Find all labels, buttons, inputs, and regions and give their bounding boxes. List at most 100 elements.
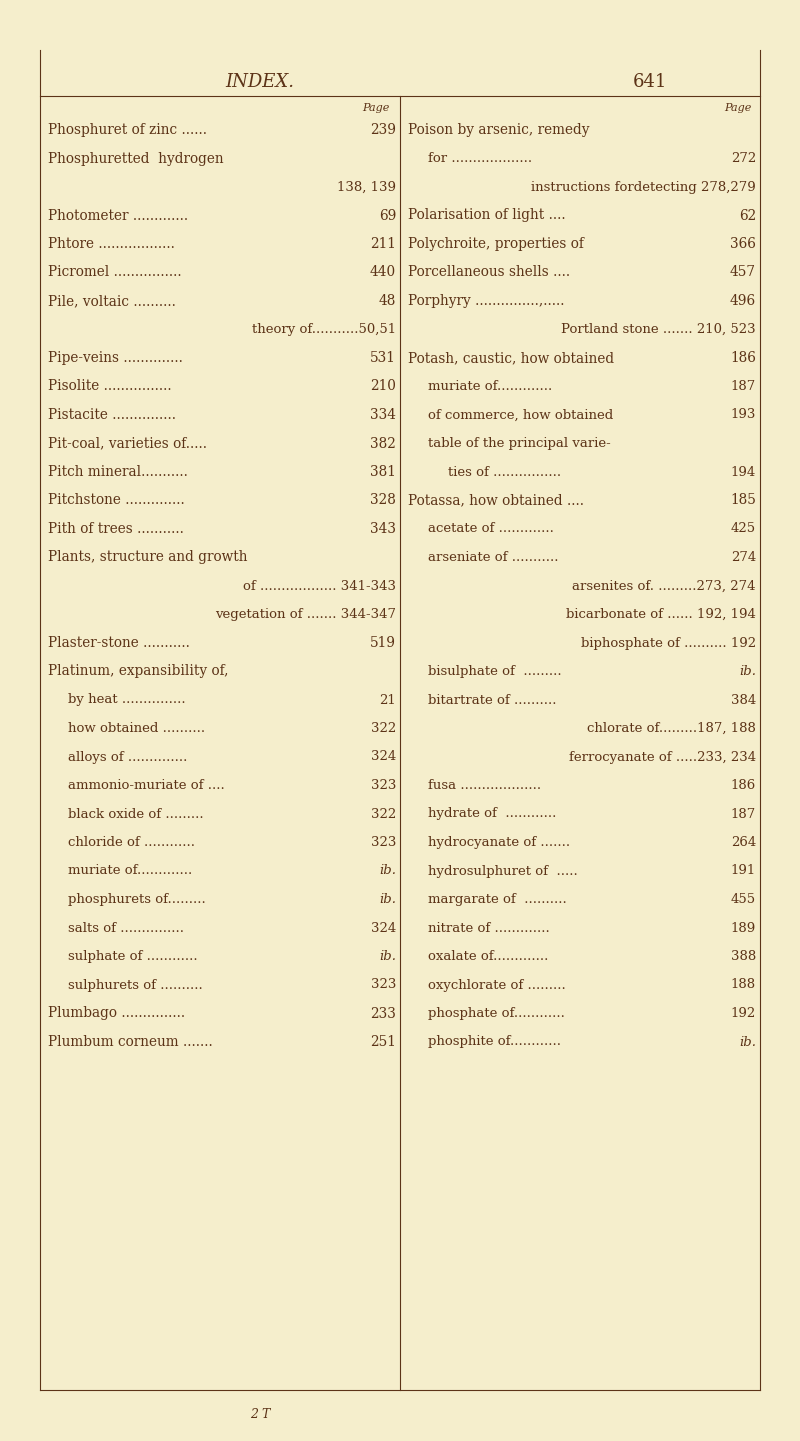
Text: for ...................: for ................... (428, 151, 532, 166)
Text: 191: 191 (730, 865, 756, 878)
Text: theory of...........50,51: theory of...........50,51 (252, 323, 396, 336)
Text: 322: 322 (370, 722, 396, 735)
Text: 211: 211 (370, 236, 396, 251)
Text: 138, 139: 138, 139 (337, 180, 396, 193)
Text: chloride of ............: chloride of ............ (68, 836, 195, 849)
Text: Page: Page (725, 102, 752, 112)
Text: 186: 186 (730, 780, 756, 793)
Text: 381: 381 (370, 465, 396, 478)
Text: 192: 192 (730, 1007, 756, 1020)
Text: Plants, structure and growth: Plants, structure and growth (48, 550, 247, 565)
Text: biphosphate of .......... 192: biphosphate of .......... 192 (581, 637, 756, 650)
Text: Page: Page (362, 102, 390, 112)
Text: 334: 334 (370, 408, 396, 422)
Text: 251: 251 (370, 1035, 396, 1049)
Text: ferrocyanate of .....233, 234: ferrocyanate of .....233, 234 (569, 751, 756, 764)
Text: 274: 274 (730, 550, 756, 563)
Text: 193: 193 (730, 408, 756, 422)
Text: 210: 210 (370, 379, 396, 393)
Text: INDEX.: INDEX. (226, 73, 294, 91)
Text: 323: 323 (370, 780, 396, 793)
Text: 455: 455 (731, 893, 756, 906)
Text: 194: 194 (730, 465, 756, 478)
Text: 189: 189 (730, 921, 756, 935)
Text: 457: 457 (730, 265, 756, 280)
Text: chlorate of.........187, 188: chlorate of.........187, 188 (587, 722, 756, 735)
Text: sulphate of ............: sulphate of ............ (68, 950, 198, 963)
Text: ib.: ib. (739, 1036, 756, 1049)
Text: nitrate of .............: nitrate of ............. (428, 921, 550, 935)
Text: Plaster-stone ...........: Plaster-stone ........... (48, 635, 190, 650)
Text: 388: 388 (730, 950, 756, 963)
Text: 272: 272 (730, 151, 756, 166)
Text: 496: 496 (730, 294, 756, 308)
Text: bisulphate of  .........: bisulphate of ......... (428, 664, 562, 679)
Text: ties of ................: ties of ................ (448, 465, 561, 478)
Text: Pitchstone ..............: Pitchstone .............. (48, 493, 185, 507)
Text: Picromel ................: Picromel ................ (48, 265, 182, 280)
Text: Potash, caustic, how obtained: Potash, caustic, how obtained (408, 352, 614, 365)
Text: arseniate of ...........: arseniate of ........... (428, 550, 558, 563)
Text: arsenites of. .........273, 274: arsenites of. .........273, 274 (573, 579, 756, 592)
Text: 69: 69 (378, 209, 396, 222)
Text: hydrosulphuret of  .....: hydrosulphuret of ..... (428, 865, 578, 878)
Text: phosphate of............: phosphate of............ (428, 1007, 565, 1020)
Text: Pile, voltaic ..........: Pile, voltaic .......... (48, 294, 176, 308)
Text: 2 T: 2 T (250, 1408, 270, 1421)
Text: margarate of  ..........: margarate of .......... (428, 893, 566, 906)
Text: of commerce, how obtained: of commerce, how obtained (428, 408, 614, 422)
Text: ib.: ib. (739, 664, 756, 679)
Text: 531: 531 (370, 352, 396, 365)
Text: 187: 187 (730, 807, 756, 820)
Text: by heat ...............: by heat ............... (68, 693, 186, 706)
Text: acetate of .............: acetate of ............. (428, 523, 554, 536)
Text: 343: 343 (370, 522, 396, 536)
Text: 264: 264 (730, 836, 756, 849)
Text: 62: 62 (738, 209, 756, 222)
Text: 328: 328 (370, 493, 396, 507)
Text: ib.: ib. (379, 893, 396, 906)
Text: ib.: ib. (379, 865, 396, 878)
Text: 324: 324 (370, 921, 396, 935)
Text: 185: 185 (730, 493, 756, 507)
Text: hydrate of  ............: hydrate of ............ (428, 807, 556, 820)
Text: 239: 239 (370, 122, 396, 137)
Text: ib.: ib. (379, 950, 396, 963)
Text: 322: 322 (370, 807, 396, 820)
Text: hydrocyanate of .......: hydrocyanate of ....... (428, 836, 570, 849)
Text: of .................. 341-343: of .................. 341-343 (243, 579, 396, 592)
Text: phosphite of............: phosphite of............ (428, 1036, 561, 1049)
Text: Pistacite ...............: Pistacite ............... (48, 408, 176, 422)
Text: Pith of trees ...........: Pith of trees ........... (48, 522, 184, 536)
Text: 186: 186 (730, 352, 756, 365)
Text: 187: 187 (730, 380, 756, 393)
Text: Pisolite ................: Pisolite ................ (48, 379, 172, 393)
Text: sulphurets of ..........: sulphurets of .......... (68, 978, 202, 991)
Text: 384: 384 (730, 693, 756, 706)
Text: bicarbonate of ...... 192, 194: bicarbonate of ...... 192, 194 (566, 608, 756, 621)
Text: 188: 188 (731, 978, 756, 991)
Text: phosphurets of.........: phosphurets of......... (68, 893, 206, 906)
Text: Potassa, how obtained ....: Potassa, how obtained .... (408, 493, 584, 507)
Text: Pit-coal, varieties of.....: Pit-coal, varieties of..... (48, 437, 207, 451)
Text: instructions fordetecting 278,279: instructions fordetecting 278,279 (531, 180, 756, 193)
Text: 425: 425 (731, 523, 756, 536)
Text: black oxide of .........: black oxide of ......... (68, 807, 204, 820)
Text: oxychlorate of .........: oxychlorate of ......... (428, 978, 566, 991)
Text: Polychroite, properties of: Polychroite, properties of (408, 236, 584, 251)
Text: bitartrate of ..........: bitartrate of .......... (428, 693, 557, 706)
Text: Photometer .............: Photometer ............. (48, 209, 188, 222)
Text: salts of ...............: salts of ............... (68, 921, 184, 935)
Text: how obtained ..........: how obtained .......... (68, 722, 205, 735)
Text: Phosphuretted  hydrogen: Phosphuretted hydrogen (48, 151, 224, 166)
Text: 366: 366 (730, 236, 756, 251)
Text: Pipe-veins ..............: Pipe-veins .............. (48, 352, 183, 365)
Text: 440: 440 (370, 265, 396, 280)
Text: Platinum, expansibility of,: Platinum, expansibility of, (48, 664, 229, 679)
Text: 324: 324 (370, 751, 396, 764)
Text: Portland stone ....... 210, 523: Portland stone ....... 210, 523 (562, 323, 756, 336)
Text: 382: 382 (370, 437, 396, 451)
Text: oxalate of.............: oxalate of............. (428, 950, 548, 963)
Text: 48: 48 (378, 294, 396, 308)
Text: Porphyry ...............,.....: Porphyry ...............,..... (408, 294, 565, 308)
